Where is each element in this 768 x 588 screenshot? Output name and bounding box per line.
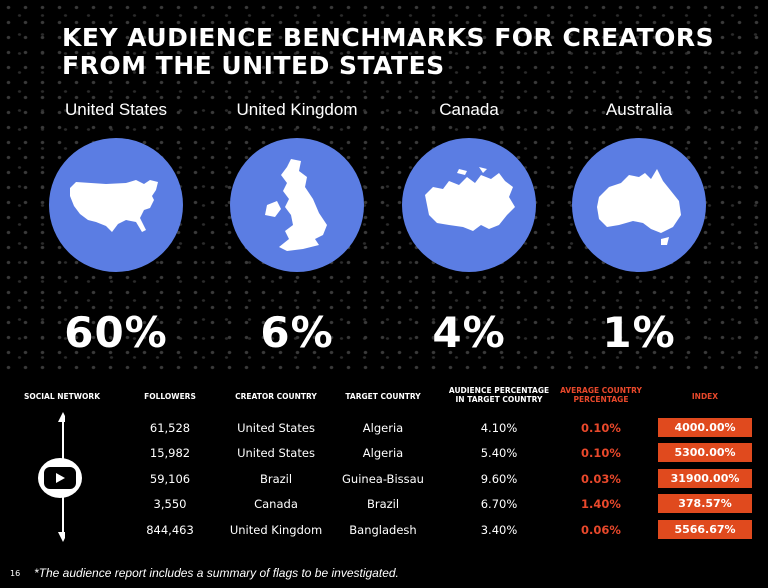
table-row: 3,550 Canada Brazil 6.70% 1.40% 378.57% xyxy=(0,494,768,514)
index-cell: 378.57% xyxy=(658,494,752,513)
average-percentage-cell: 1.40% xyxy=(581,497,621,511)
page-number: 16 xyxy=(10,569,21,578)
table-row: 61,528 United States Algeria 4.10% 0.10%… xyxy=(0,418,768,438)
table-row: 15,982 United States Algeria 5.40% 0.10%… xyxy=(0,443,768,463)
country-card-canada: Canada 4% xyxy=(384,100,554,357)
footnote-text: *The audience report includes a summary … xyxy=(34,566,399,580)
target-country-cell: Guinea-Bissau xyxy=(342,472,424,486)
followers-cell: 3,550 xyxy=(153,497,187,511)
country-name: United Kingdom xyxy=(236,100,358,119)
index-cell: 4000.00% xyxy=(658,418,752,437)
benchmark-table: SOCIAL NETWORK FOLLOWERS CREATOR COUNTRY… xyxy=(0,372,768,588)
country-percent: 4% xyxy=(432,308,506,357)
target-country-cell: Algeria xyxy=(362,421,404,435)
average-percentage-cell: 0.03% xyxy=(581,472,621,486)
index-cell: 5300.00% xyxy=(658,443,752,462)
header-social-network: SOCIAL NETWORK xyxy=(23,392,101,401)
header-audience-percentage: AUDIENCE PERCENTAGE IN TARGET COUNTRY xyxy=(448,386,550,404)
country-card-united-kingdom: United Kingdom 6% xyxy=(212,100,382,357)
uk-map-icon xyxy=(230,138,364,272)
average-percentage-cell: 0.10% xyxy=(581,446,621,460)
header-creator-country: CREATOR COUNTRY xyxy=(235,392,317,401)
country-percent: 60% xyxy=(64,308,168,357)
usa-map-icon xyxy=(49,138,183,272)
youtube-icon xyxy=(38,458,82,498)
creator-country-cell: United Kingdom xyxy=(229,523,323,537)
canada-map-icon xyxy=(402,138,536,272)
target-country-cell: Brazil xyxy=(366,497,400,511)
audience-percentage-cell: 6.70% xyxy=(480,497,518,511)
page-title: KEY AUDIENCE BENCHMARKS FOR CREATORS FRO… xyxy=(62,23,715,80)
creator-country-cell: Brazil xyxy=(259,472,293,486)
followers-cell: 59,106 xyxy=(149,472,191,486)
header-average-country-percentage: AVERAGE COUNTRY PERCENTAGE xyxy=(560,386,642,404)
creator-country-cell: United States xyxy=(237,446,315,460)
australia-map-icon xyxy=(572,138,706,272)
country-card-united-states: United States 60% xyxy=(31,100,201,357)
audience-percentage-cell: 9.60% xyxy=(480,472,518,486)
target-country-cell: Bangladesh xyxy=(349,523,417,537)
creator-country-cell: Canada xyxy=(254,497,298,511)
creator-country-cell: United States xyxy=(237,421,315,435)
audience-percentage-cell: 3.40% xyxy=(480,523,518,537)
country-name: Canada xyxy=(439,100,499,119)
country-percent: 6% xyxy=(260,308,334,357)
header-index: INDEX xyxy=(691,392,719,401)
header-followers: FOLLOWERS xyxy=(144,392,196,401)
followers-cell: 844,463 xyxy=(146,523,194,537)
index-cell: 31900.00% xyxy=(658,469,752,488)
audience-percentage-cell: 4.10% xyxy=(480,421,518,435)
country-name: United States xyxy=(64,100,168,119)
country-percent: 1% xyxy=(602,308,676,357)
audience-percentage-cell: 5.40% xyxy=(480,446,518,460)
target-country-cell: Algeria xyxy=(362,446,404,460)
table-row: 844,463 United Kingdom Bangladesh 3.40% … xyxy=(0,520,768,540)
average-percentage-cell: 0.10% xyxy=(581,421,621,435)
index-cell: 5566.67% xyxy=(658,520,752,539)
followers-cell: 15,982 xyxy=(149,446,191,460)
header-target-country: TARGET COUNTRY xyxy=(345,392,421,401)
table-row: 59,106 Brazil Guinea-Bissau 9.60% 0.03% … xyxy=(0,469,768,489)
average-percentage-cell: 0.06% xyxy=(581,523,621,537)
country-card-australia: Australia 1% xyxy=(554,100,724,357)
followers-cell: 61,528 xyxy=(149,421,191,435)
country-name: Australia xyxy=(605,100,673,119)
